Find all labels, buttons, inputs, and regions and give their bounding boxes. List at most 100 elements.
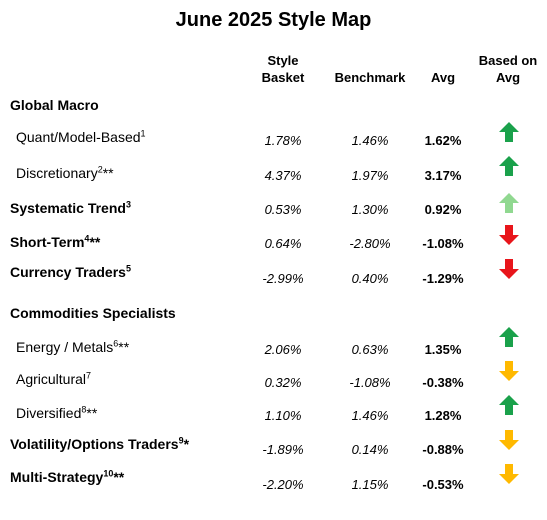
footnote-marker: 2 <box>97 164 103 175</box>
avg-value: 1.28% <box>424 408 462 423</box>
footnote-asterisks: ** <box>102 165 114 181</box>
arrow-up-icon <box>498 121 520 143</box>
strategy-name: Systematic Trend <box>10 200 126 216</box>
benchmark-value: 1.15% <box>351 477 389 492</box>
benchmark-value: 1.30% <box>351 202 389 217</box>
benchmark-value: -2.80% <box>349 236 391 251</box>
style-basket-value: 4.37% <box>264 168 302 183</box>
table-row: Agricultural7 0.32% -1.08% -0.38% <box>0 361 547 393</box>
strategy-name: Volatility/Options Traders <box>10 436 179 452</box>
avg-value: -0.88% <box>422 442 464 457</box>
strategy-name: Discretionary <box>16 165 98 181</box>
table-row: Short-Term4** 0.64% -2.80% -1.08% <box>0 225 547 256</box>
footnote-marker: 6 <box>113 338 119 349</box>
footnote-marker: 9 <box>178 435 184 446</box>
strategy-name: Commodities Specialists <box>10 305 176 321</box>
column-header-style-basket: Style Basket <box>238 52 328 86</box>
arrow-up-icon <box>498 192 520 214</box>
footnote-marker: 5 <box>125 263 131 274</box>
footnote-marker: 10 <box>103 468 114 479</box>
style-basket-value: -2.20% <box>262 477 304 492</box>
avg-value: 3.17% <box>424 168 462 183</box>
benchmark-value: 1.46% <box>351 133 389 148</box>
column-header-benchmark: Benchmark <box>320 69 420 86</box>
footnote-marker: 8 <box>81 404 87 415</box>
strategy-label: Energy / Metals6** <box>16 337 129 357</box>
arrow-down-icon <box>498 224 520 246</box>
footnote-asterisks: ** <box>118 339 130 355</box>
strategy-name: Diversified <box>16 405 82 421</box>
avg-value: 1.62% <box>424 133 462 148</box>
table-row: Energy / Metals6** 2.06% 0.63% 1.35% <box>0 327 547 361</box>
arrow-down-icon <box>498 360 520 382</box>
arrow-up-icon <box>498 326 520 348</box>
table-row: Quant/Model-Based1 1.78% 1.46% 1.62% <box>0 122 547 151</box>
style-basket-value: 0.64% <box>264 236 302 251</box>
strategy-label: Diversified8** <box>16 403 97 423</box>
strategy-label: Currency Traders5 <box>10 262 131 282</box>
benchmark-value: 0.63% <box>351 342 389 357</box>
column-header-based-on-avg-line2: Avg <box>495 70 521 85</box>
footnote-asterisks: ** <box>86 405 98 421</box>
strategy-label: Multi-Strategy10** <box>10 467 124 487</box>
table-row: Diversified8** 1.10% 1.46% 1.28% <box>0 395 547 427</box>
column-header-avg-label: Avg <box>430 70 456 85</box>
avg-value: -0.38% <box>422 375 464 390</box>
arrow-up-icon <box>498 394 520 416</box>
style-basket-value: 2.06% <box>264 342 302 357</box>
strategy-name: Energy / Metals <box>16 339 114 355</box>
benchmark-value: 1.97% <box>351 168 389 183</box>
section-row: Global Macro <box>0 95 547 119</box>
table-row: Discretionary2** 4.37% 1.97% 3.17% <box>0 156 547 187</box>
strategy-name: Short-Term <box>10 234 85 250</box>
column-header-avg: Avg <box>408 69 478 86</box>
table-row: Volatility/Options Traders9* -1.89% 0.14% -… <box>0 430 547 458</box>
strategy-name: Quant/Model-Based <box>16 129 141 145</box>
footnote-marker: 1 <box>140 128 146 139</box>
section-row: Commodities Specialists <box>0 303 547 327</box>
footnote-marker: 4 <box>84 233 90 244</box>
strategy-label: Agricultural7 <box>16 369 91 389</box>
column-header-benchmark-label: Benchmark <box>334 70 406 85</box>
footnote-marker: 7 <box>86 370 92 381</box>
section-label: Commodities Specialists <box>10 303 176 323</box>
footnote-marker: 3 <box>125 199 131 210</box>
strategy-label: Quant/Model-Based1 <box>16 127 146 147</box>
strategy-label: Short-Term4** <box>10 232 100 252</box>
column-header-style-basket-line1: Style <box>267 53 299 68</box>
style-basket-value: -1.89% <box>262 442 304 457</box>
page-title: June 2025 Style Map <box>175 9 372 31</box>
style-basket-value: 1.10% <box>264 408 302 423</box>
strategy-name: Currency Traders <box>10 264 126 280</box>
column-header-style-basket-line2: Basket <box>261 70 305 85</box>
strategy-label: Volatility/Options Traders9* <box>10 434 189 454</box>
benchmark-value: 1.46% <box>351 408 389 423</box>
arrow-down-icon <box>498 258 520 280</box>
avg-value: -0.53% <box>422 477 464 492</box>
table-row: Currency Traders5 -2.99% 0.40% -1.29% <box>0 259 547 286</box>
section-label: Global Macro <box>10 95 99 115</box>
avg-value: 1.35% <box>424 342 462 357</box>
benchmark-value: 0.14% <box>351 442 389 457</box>
footnote-asterisks: ** <box>89 234 101 250</box>
column-header-based-on-avg: Based on Avg <box>468 52 547 86</box>
table-row: Systematic Trend3 0.53% 1.30% 0.92% <box>0 193 547 222</box>
style-basket-value: 0.32% <box>264 375 302 390</box>
style-basket-value: 0.53% <box>264 202 302 217</box>
arrow-down-icon <box>498 429 520 451</box>
style-basket-value: -2.99% <box>262 271 304 286</box>
strategy-label: Systematic Trend3 <box>10 198 131 218</box>
column-header-based-on-avg-line1: Based on <box>478 53 538 68</box>
strategy-name: Global Macro <box>10 97 99 113</box>
strategy-name: Agricultural <box>16 371 87 387</box>
avg-value: 0.92% <box>424 202 462 217</box>
avg-value: -1.08% <box>422 236 464 251</box>
strategy-label: Discretionary2** <box>16 163 114 183</box>
table-row: Multi-Strategy10** -2.20% 1.15% -0.53% <box>0 464 547 492</box>
avg-value: -1.29% <box>422 271 464 286</box>
benchmark-value: -1.08% <box>349 375 391 390</box>
strategy-name: Multi-Strategy <box>10 469 104 485</box>
benchmark-value: 0.40% <box>351 271 389 286</box>
style-basket-value: 1.78% <box>264 133 302 148</box>
footnote-asterisks: * <box>183 436 190 452</box>
